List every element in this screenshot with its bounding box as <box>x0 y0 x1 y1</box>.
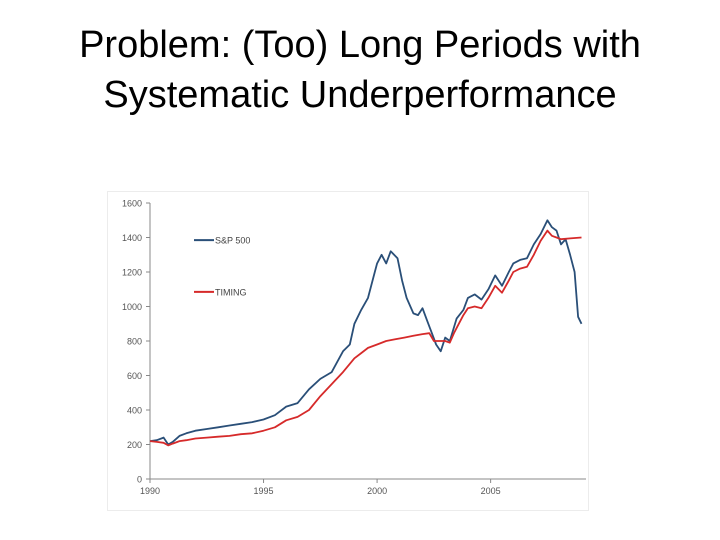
y-tick-label: 1400 <box>122 233 142 243</box>
y-tick-label: 1000 <box>122 302 142 312</box>
x-tick-label: 1995 <box>254 486 274 496</box>
y-tick-label: 200 <box>127 440 142 450</box>
x-tick-label: 2000 <box>367 486 387 496</box>
chart-container: 0 200 400 600 800 1000 1200 1400 1600 1990 1995 200… <box>107 191 589 511</box>
x-tick-label: 2005 <box>481 486 501 496</box>
title-line-2: Systematic Underperformance <box>103 74 617 116</box>
y-tick-label: 800 <box>127 337 142 347</box>
series-line-timing <box>149 229 582 447</box>
series-line-sp500 <box>149 219 583 446</box>
slide-title: Problem: (Too) Long Periods with Systema… <box>0 20 720 120</box>
y-tick-label: 600 <box>127 371 142 381</box>
line-chart: 0 200 400 600 800 1000 1200 1400 1600 1990 1995 200… <box>122 199 586 496</box>
y-tick-label: 0 <box>137 475 142 485</box>
legend-label: TIMING <box>215 287 247 297</box>
x-tick-label: 1990 <box>140 486 160 496</box>
y-tick-label: 1600 <box>122 199 142 209</box>
title-line-1: Problem: (Too) Long Periods with <box>79 24 641 66</box>
y-tick-label: 400 <box>127 406 142 416</box>
y-tick-label: 1200 <box>122 268 142 278</box>
legend-label: S&P 500 <box>215 236 250 246</box>
